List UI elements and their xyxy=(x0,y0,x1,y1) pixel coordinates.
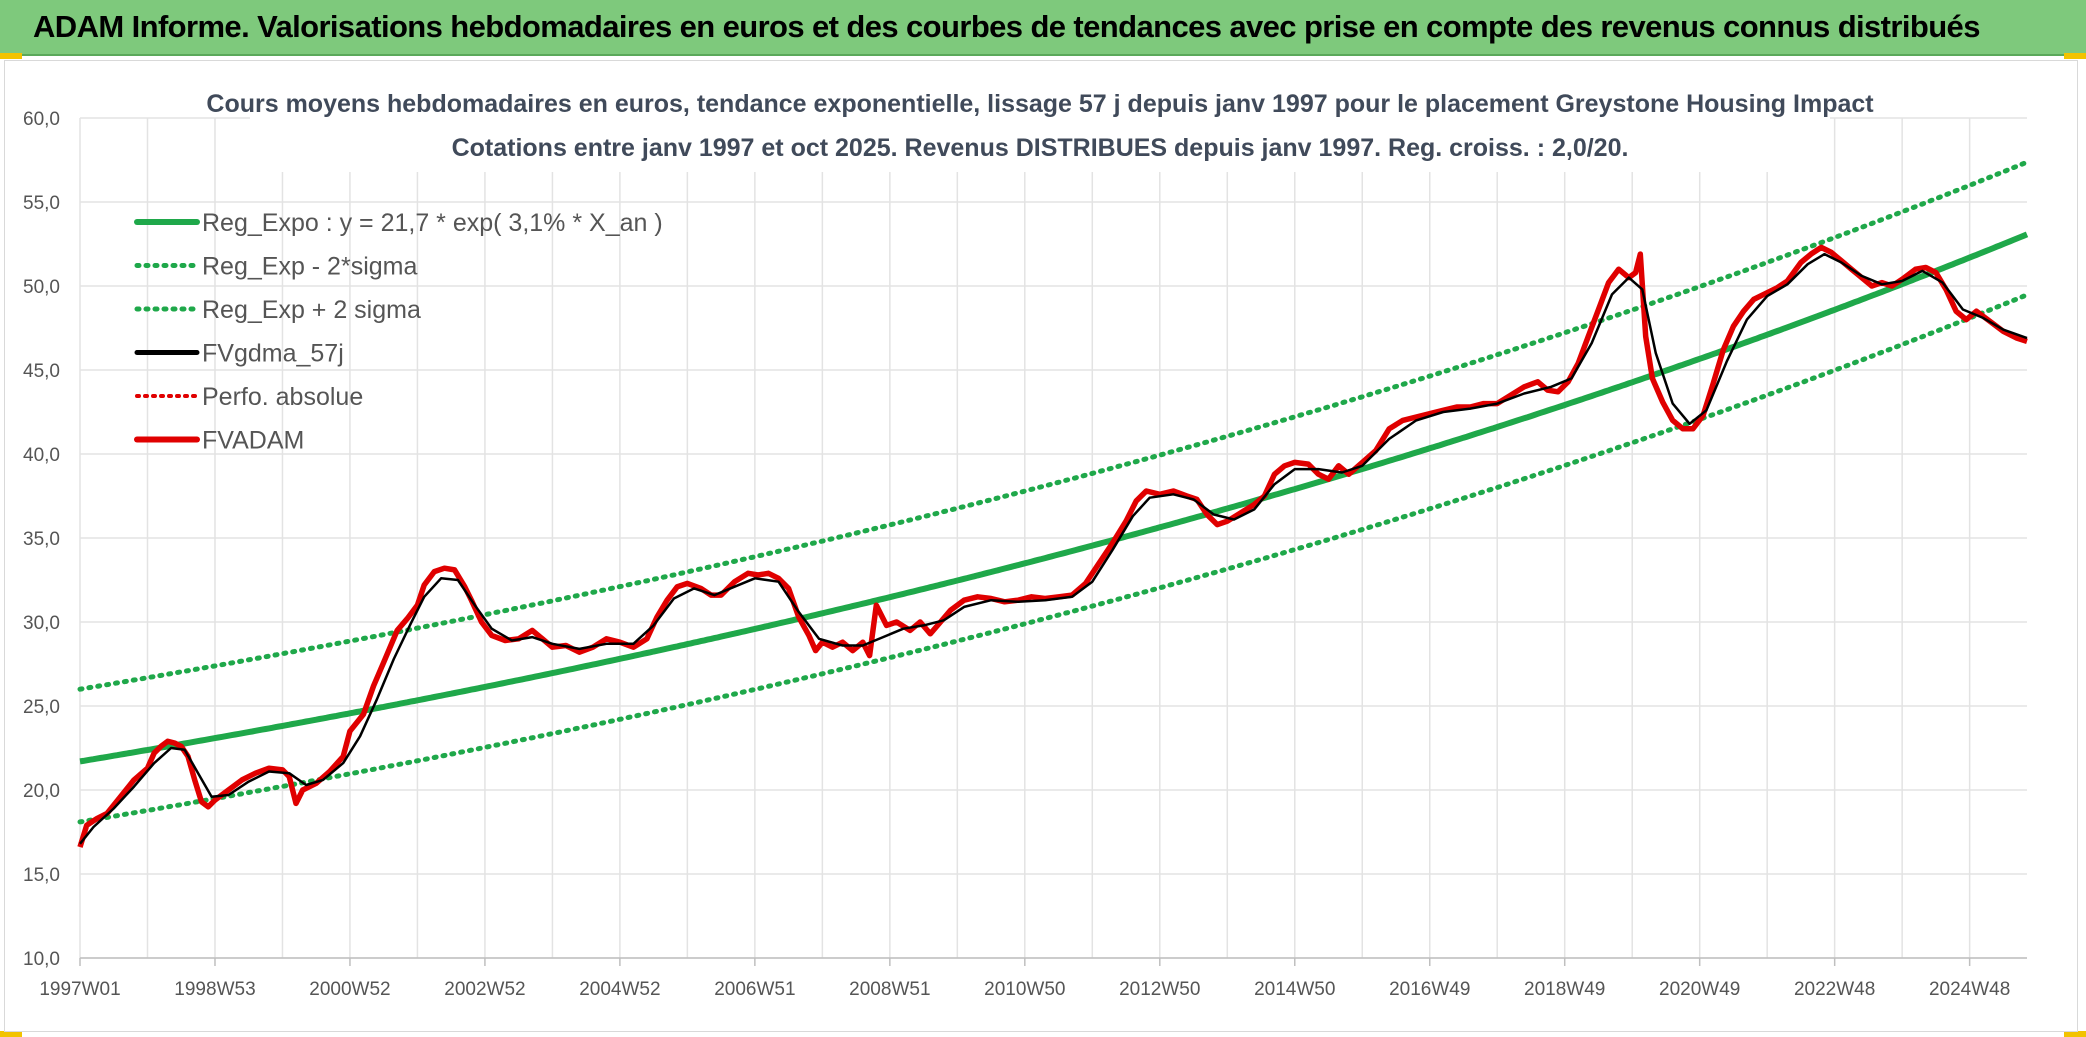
corner-marker xyxy=(0,1031,22,1037)
y-tick-label: 15,0 xyxy=(23,865,60,886)
chart-title-line-2: Cotations entre janv 1997 et oct 2025. R… xyxy=(452,134,1629,162)
legend-label-perfo: Perfo. absolue xyxy=(202,383,363,411)
x-tick-label: 2008W51 xyxy=(849,979,930,1000)
chart-frame xyxy=(4,60,2078,1032)
x-tick-label: 1997W01 xyxy=(39,979,120,1000)
x-tick-label: 2002W52 xyxy=(444,979,525,1000)
fvadam-line xyxy=(77,244,2028,848)
legend-label-lower: Reg_Exp - 2*sigma xyxy=(202,253,417,281)
chart-title-group: Cours moyens hebdomadaires en euros, ten… xyxy=(206,82,1874,172)
y-tick-label: 25,0 xyxy=(23,697,60,718)
fvgdma-57j-line xyxy=(79,252,2028,845)
x-tick-label: 2020W49 xyxy=(1659,979,1740,1000)
y-tick-label: 50,0 xyxy=(23,277,60,298)
legend-label-reg: Reg_Expo : y = 21,7 * exp( 3,1% * X_an ) xyxy=(202,209,663,237)
y-tick-label: 45,0 xyxy=(23,361,60,382)
x-tick-label: 2022W48 xyxy=(1794,979,1875,1000)
report-banner: ADAM Informe. Valorisations hebdomadaire… xyxy=(0,0,2086,56)
x-tick-label: 2004W52 xyxy=(579,979,660,1000)
reg-expo-line xyxy=(79,231,2029,765)
legend-label-fvadam: FVADAM xyxy=(202,427,304,455)
series-lines xyxy=(77,159,2030,848)
chart-title-background xyxy=(250,82,1830,172)
y-tick-label: 60,0 xyxy=(23,109,60,130)
legend-label-fvgdma: FVgdma_57j xyxy=(202,340,344,368)
y-tick-label: 35,0 xyxy=(23,529,60,550)
corner-marker xyxy=(2064,53,2086,59)
x-tick-label: 1998W53 xyxy=(174,979,255,1000)
y-tick-label: 40,0 xyxy=(23,445,60,466)
x-tick-label: 2016W49 xyxy=(1389,979,1470,1000)
corner-marker xyxy=(0,53,22,59)
y-tick-label: 10,0 xyxy=(23,949,60,970)
x-tick-label: 2024W48 xyxy=(1929,979,2010,1000)
x-tick-label: 2012W50 xyxy=(1119,979,1200,1000)
chart-legend: Reg_Expo : y = 21,7 * exp( 3,1% * X_an )… xyxy=(134,209,663,455)
x-tick-label: 2018W49 xyxy=(1524,979,1605,1000)
chart-title-line-1: Cours moyens hebdomadaires en euros, ten… xyxy=(206,90,1874,118)
reg-exp-plus-2sigma-line xyxy=(77,159,2030,692)
legend-label-upper: Reg_Exp + 2 sigma xyxy=(202,296,421,324)
y-tick-label: 55,0 xyxy=(23,193,60,214)
y-axis: 10,0 15,0 20,0 25,0 30,0 35,0 40,0 45,0 50,0 55,0… xyxy=(23,109,60,970)
x-tick-label: 2006W51 xyxy=(714,979,795,1000)
x-tick-label: 2010W50 xyxy=(984,979,1065,1000)
report-title: ADAM Informe. Valorisations hebdomadaire… xyxy=(33,9,1980,44)
corner-marker xyxy=(2064,1031,2086,1037)
x-tick-label: 2014W50 xyxy=(1254,979,1335,1000)
y-tick-label: 20,0 xyxy=(23,781,60,802)
x-axis: 1997W01 1998W53 2000W52 2002W52 2004W52 2006W… xyxy=(39,958,2010,1000)
x-tick-label: 2000W52 xyxy=(309,979,390,1000)
grid-lines xyxy=(79,117,2027,959)
y-tick-label: 30,0 xyxy=(23,613,60,634)
